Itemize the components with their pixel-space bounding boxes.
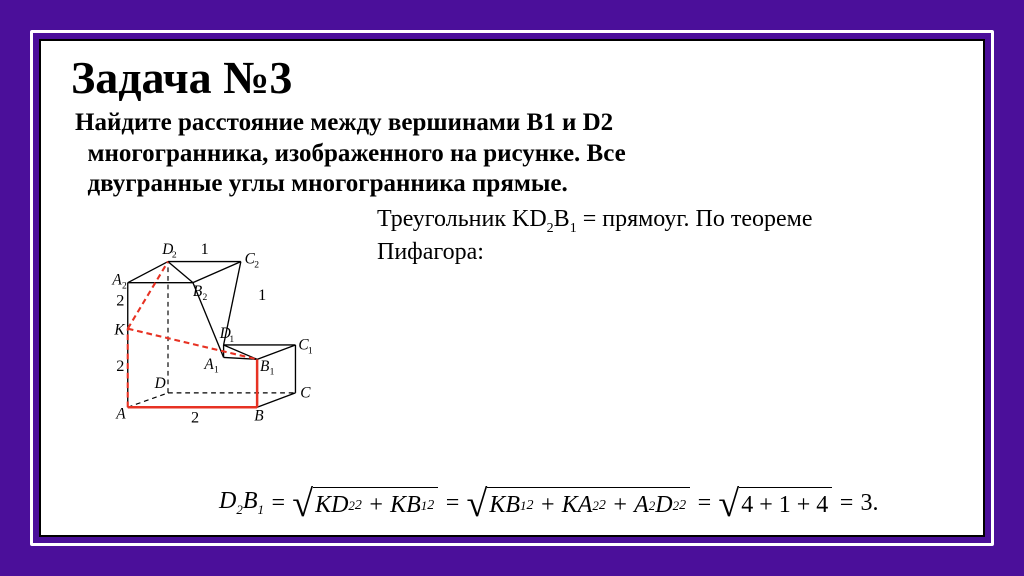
sqrt1-body: KD22 + KB12 — [313, 487, 438, 519]
r2a: KB — [489, 492, 520, 519]
radic2-icon: √ — [467, 493, 488, 525]
svg-text:B: B — [193, 283, 203, 300]
explain-line2: Пифагора: — [377, 239, 484, 265]
svg-text:1: 1 — [308, 345, 313, 356]
svg-text:1: 1 — [214, 364, 219, 375]
svg-text:B: B — [254, 407, 264, 424]
r2c: A — [634, 492, 649, 519]
svg-text:A: A — [111, 271, 122, 288]
problem-line2: многогранника, изображенного на рисунке.… — [88, 140, 626, 167]
content-row: ABCDB1C1D1A1KA2B2D2C2 11222 Треугольник … — [69, 206, 955, 436]
problem-line3-indent — [75, 170, 88, 197]
problem-title: Задача №3 — [71, 51, 955, 104]
svg-text:1: 1 — [258, 284, 266, 303]
sqrt2: √ KB12 + KA22 + A2D22 — [467, 487, 691, 519]
explain-end1: = прямоуг. По теореме — [577, 206, 813, 232]
r1b-sup: 2 — [427, 498, 434, 514]
problem-line3: двугранные углы многогранника прямые. — [88, 170, 568, 197]
lhs-b-sub: 1 — [258, 502, 265, 517]
svg-text:C: C — [300, 384, 311, 401]
problem-statement: Найдите расстояние между вершинами B1 и … — [75, 108, 815, 200]
r2c2: D — [655, 492, 672, 519]
explanation-text: Треугольник KD2B1 = прямоуг. По теореме … — [377, 204, 812, 267]
explain-sub1: 2 — [547, 220, 554, 235]
polyhedron-diagram: ABCDB1C1D1A1KA2B2D2C2 11222 — [69, 206, 359, 436]
result: 3. — [860, 490, 878, 517]
svg-text:A: A — [203, 355, 214, 372]
formula: D2B1 = √ KD22 + KB12 = √ KB12 + KA22 + A… — [219, 487, 878, 519]
radic3-icon: √ — [718, 493, 739, 525]
svg-text:2: 2 — [254, 259, 259, 270]
plus1: + — [362, 492, 390, 519]
r3-inner: 4 + 1 + 4 — [741, 492, 828, 519]
svg-text:B: B — [260, 357, 270, 374]
slide-frame: Задача №3 Найдите расстояние между верши… — [30, 30, 994, 546]
sqrt3: √ 4 + 1 + 4 — [718, 487, 832, 519]
eq3: = — [696, 490, 712, 517]
plus3: + — [606, 492, 634, 519]
r1a: KD — [315, 492, 348, 519]
r2a-sup: 2 — [527, 498, 534, 514]
eq4: = — [838, 490, 854, 517]
r1a-sup: 2 — [355, 498, 362, 514]
r2b-sup: 2 — [599, 498, 606, 514]
svg-text:1: 1 — [229, 334, 234, 345]
lhs-b: B — [243, 488, 258, 514]
problem-line2-indent — [75, 140, 88, 167]
radic1-icon: √ — [292, 493, 313, 525]
svg-text:D: D — [154, 375, 166, 392]
sqrt2-body: KB12 + KA22 + A2D22 — [487, 487, 690, 519]
r2b: KA — [562, 492, 593, 519]
problem-line1: Найдите расстояние между вершинами B1 и … — [75, 109, 613, 136]
svg-text:2: 2 — [172, 249, 177, 260]
eq2: = — [444, 490, 460, 517]
slide-outer: Задача №3 Найдите расстояние между верши… — [0, 0, 1024, 576]
svg-text:2: 2 — [203, 291, 208, 302]
svg-text:1: 1 — [201, 238, 209, 257]
svg-text:K: K — [113, 321, 125, 338]
eq1: = — [270, 490, 286, 517]
lhs-a: D — [219, 488, 236, 514]
svg-text:2: 2 — [191, 407, 199, 426]
slide-card: Задача №3 Найдите расстояние между верши… — [39, 39, 985, 537]
r1b: KB — [390, 492, 421, 519]
r2c-sup: 2 — [679, 498, 686, 514]
explain-part1: Треугольник KD — [377, 206, 547, 232]
svg-text:1: 1 — [270, 366, 275, 377]
svg-text:A: A — [115, 405, 126, 422]
sqrt1: √ KD22 + KB12 — [292, 487, 438, 519]
svg-text:2: 2 — [116, 290, 124, 309]
sqrt3-body: 4 + 1 + 4 — [739, 487, 832, 519]
plus2: + — [534, 492, 562, 519]
svg-text:2: 2 — [116, 355, 124, 374]
lhs: D2B1 — [219, 488, 264, 518]
explain-sub2: 1 — [570, 220, 577, 235]
explain-mid1: B — [554, 206, 570, 232]
